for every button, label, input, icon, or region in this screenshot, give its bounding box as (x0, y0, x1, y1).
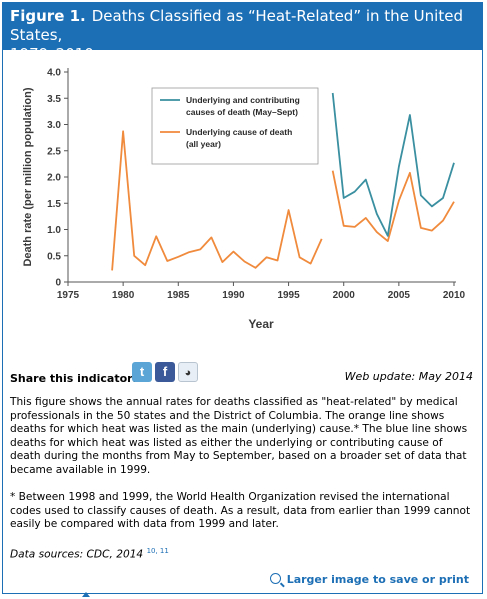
series-line-underlying-and-contributing (331, 92, 455, 237)
bottom-tab-arrow (82, 592, 90, 597)
figure-description: This figure shows the annual rates for d… (10, 396, 468, 476)
share-row: Share this indicator: t f ◕ Web update: … (10, 362, 477, 388)
y-axis-title: Death rate (per million population) (22, 87, 34, 266)
figure-title: Deaths Classified as “Heat-Related” in t… (10, 7, 463, 44)
figure-header: Figure 1. Deaths Classified as “Heat-Rela… (2, 2, 483, 63)
y-tick-label: 2.0 (47, 173, 61, 184)
zoom-icon (269, 573, 281, 584)
legend-item-underlying-cause-label-line2: (all year) (186, 139, 221, 149)
y-tick-label: 3.0 (47, 120, 61, 131)
chart-legend: Underlying and contributing causes of dea… (151, 87, 319, 165)
y-tick-label: 2.5 (47, 146, 61, 157)
x-tick-label: 1985 (167, 290, 190, 301)
legend-item-underlying-and-contributing-label: Underlying and contributing (186, 95, 300, 105)
larger-image-link[interactable]: Larger image to save or print (269, 573, 469, 586)
twitter-icon[interactable]: t (132, 362, 152, 382)
y-tick-label: 0 (55, 278, 61, 289)
x-tick-label: 1980 (112, 290, 135, 301)
x-tick-label: 2005 (388, 290, 411, 301)
share-label: Share this indicator: (10, 372, 137, 385)
x-tick-label: 1990 (222, 290, 245, 301)
facebook-icon[interactable]: f (155, 362, 175, 382)
x-axis-title: Year (248, 317, 274, 331)
x-tick-label: 1995 (277, 290, 300, 301)
series-line-underlying-cause (331, 170, 455, 242)
data-sources-text: Data sources: CDC, 2014 (10, 548, 144, 561)
data-sources: Data sources: CDC, 2014 10, 11 (10, 545, 474, 562)
y-tick-label: 4.0 (47, 68, 61, 79)
figure-footnote: * Between 1998 and 1999, the World Healt… (10, 491, 471, 530)
data-sources-refs[interactable]: 10, 11 (146, 547, 169, 555)
larger-image-label: Larger image to save or print (286, 573, 469, 586)
series-line-underlying-cause (111, 130, 323, 271)
x-tick-label: 2000 (333, 290, 356, 301)
reddit-icon[interactable]: ◕ (178, 362, 198, 382)
legend-item-underlying-cause-label: Underlying cause of death (186, 127, 292, 137)
y-tick-label: 0.5 (47, 251, 61, 262)
y-tick-label: 1.0 (47, 225, 61, 236)
figure-label: Figure 1. (10, 7, 86, 25)
chart-axes: 1975 1980 1985 1990 1995 2000 2005 2010 0 0.5 1.0 1… (22, 68, 466, 332)
legend-item-underlying-and-contributing-label-line2: causes of death (May–Sept) (186, 107, 298, 117)
figure-title-line2: 1979–2010 (10, 45, 94, 63)
y-tick-label: 1.5 (47, 199, 61, 210)
web-update: Web update: May 2014 (344, 370, 473, 383)
x-tick-label: 2010 (443, 290, 466, 301)
chart-marks (111, 92, 455, 271)
chart: 1975 1980 1985 1990 1995 2000 2005 2010 0 0.5 1.0 1… (22, 68, 466, 332)
x-tick-label: 1975 (57, 290, 80, 301)
y-tick-label: 3.5 (47, 94, 61, 105)
